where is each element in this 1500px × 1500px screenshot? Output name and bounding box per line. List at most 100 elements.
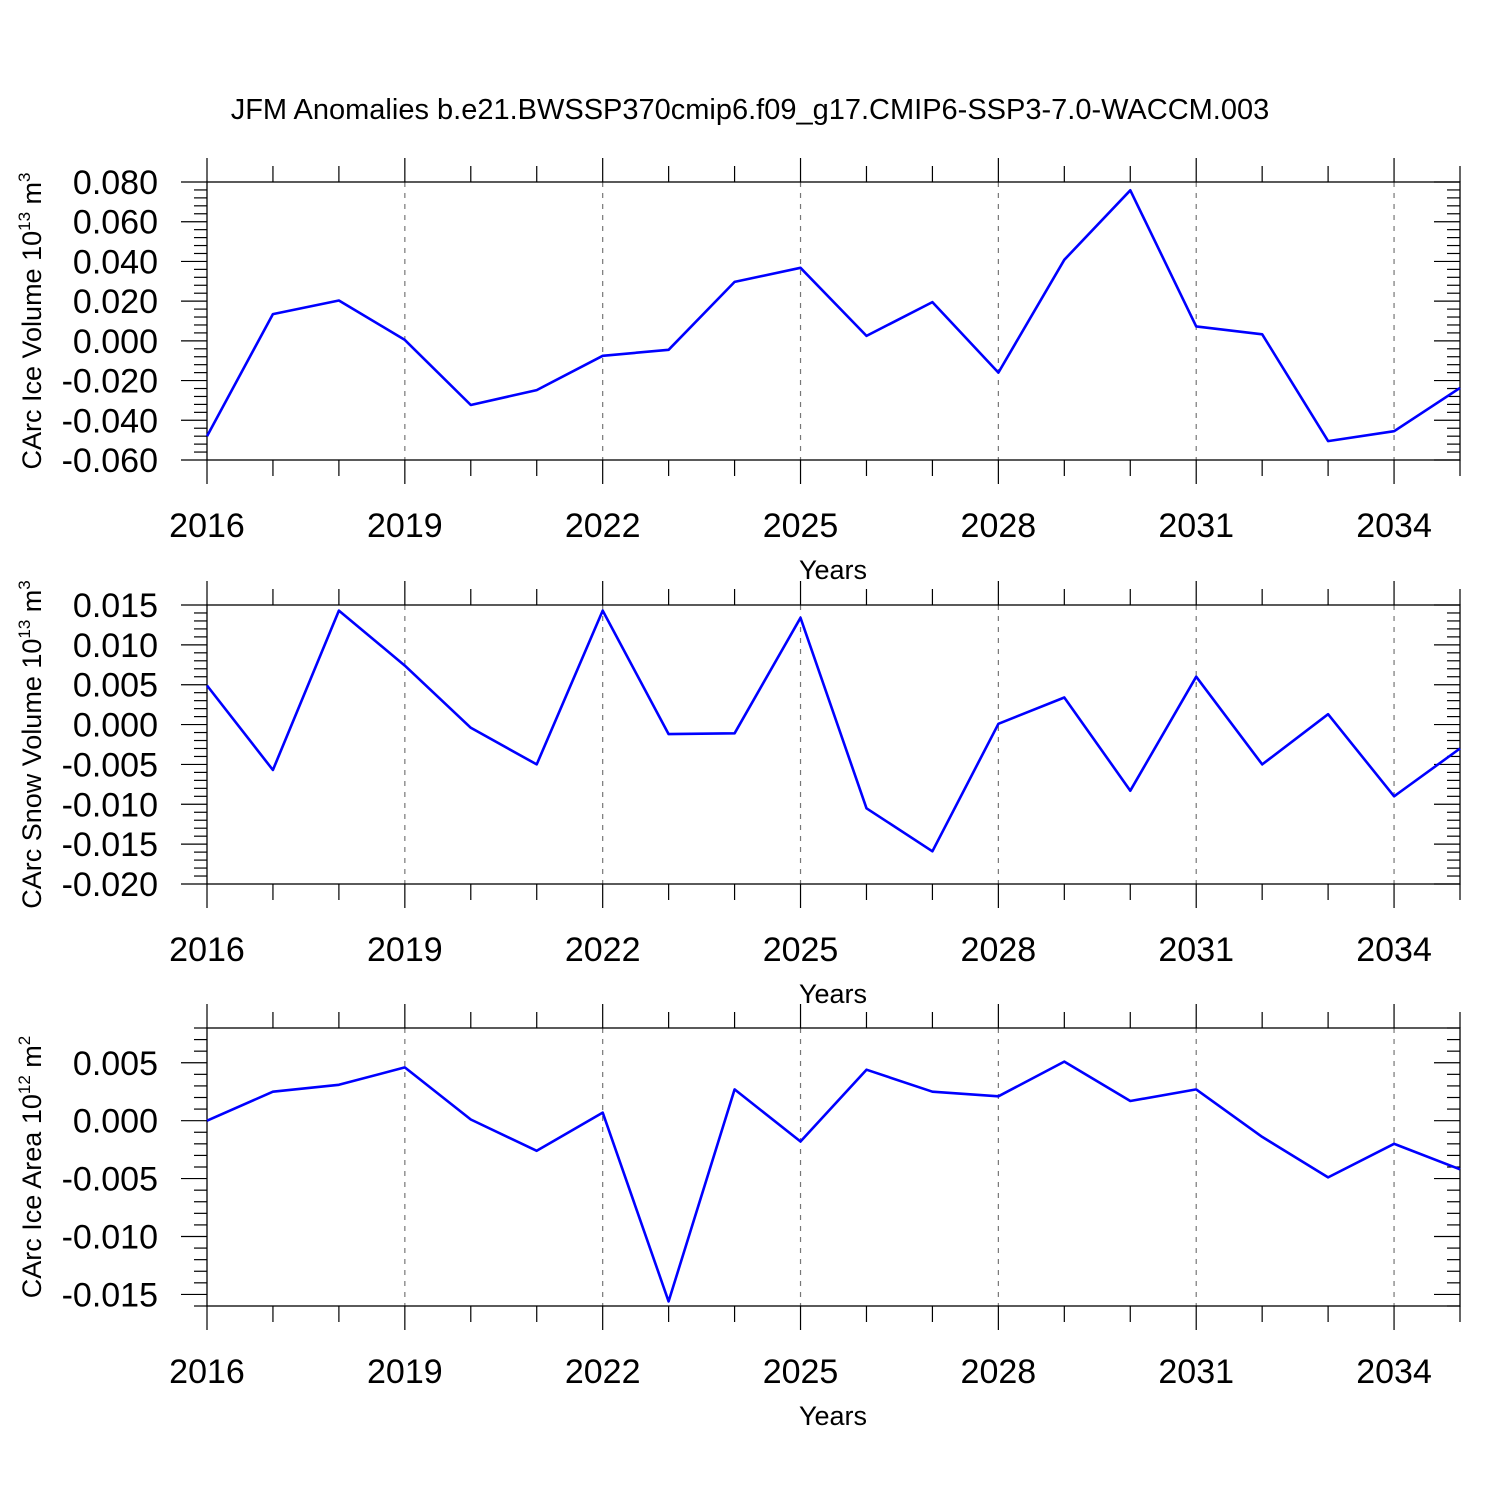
data-point [1259, 761, 1265, 767]
series-line [205, 609, 1461, 853]
figure-title: JFM Anomalies b.e21.BWSSP370cmip6.f09_g1… [231, 94, 1270, 126]
x-tick-label: 2016 [169, 507, 245, 545]
y-tick-label: 0.015 [73, 587, 158, 625]
data-point [1457, 745, 1463, 751]
x-tick-label: 2028 [961, 931, 1037, 969]
series-line [205, 189, 1461, 443]
y-axis-label: CArc Ice Area 1012 m2 [15, 1036, 47, 1299]
panel-1: 2016 2019 2022 2025 2028 2031 2034Years-0.060-… [15, 158, 1461, 585]
y-tick-label: -0.020 [62, 866, 158, 904]
data-point [666, 347, 672, 353]
y-tick-label: -0.060 [62, 442, 158, 480]
data-point [995, 1093, 1001, 1099]
data-point [666, 731, 672, 737]
x-tick-label: 2034 [1356, 507, 1432, 545]
data-point [732, 279, 738, 285]
panel-3: 2016 2019 2022 2025 2028 2031 2034 Years -0.015 -… [15, 1004, 1463, 1431]
data-point [929, 1089, 935, 1095]
data-point [1391, 793, 1397, 799]
y-tick-label: 0.005 [73, 1045, 158, 1083]
data-point [1325, 1174, 1331, 1180]
data-point [336, 1082, 342, 1088]
data-point [798, 615, 804, 621]
y-tick-label: -0.005 [62, 1161, 158, 1199]
data-point [666, 1298, 672, 1304]
y-tick-label: -0.020 [62, 363, 158, 401]
data-point [863, 1067, 869, 1073]
x-tick-label: 2025 [763, 507, 839, 545]
data-point [1259, 331, 1265, 337]
x-tick-label: 2019 [367, 1353, 443, 1391]
x-tick-label: 2022 [565, 507, 641, 545]
data-point [1127, 1098, 1133, 1104]
data-point [1391, 1141, 1397, 1147]
data-point [534, 387, 540, 393]
data-point [1391, 428, 1397, 434]
y-axis-label: CArc Snow Volume 1013 m3 [15, 580, 47, 909]
x-tick-label: 2034 [1356, 1353, 1432, 1391]
x-tick-label: 2028 [961, 1353, 1037, 1391]
data-point [468, 725, 474, 731]
x-axis-label: Years [799, 1401, 867, 1431]
x-tick-label: 2016 [169, 1353, 245, 1391]
data-point [270, 311, 276, 317]
data-point [1061, 694, 1067, 700]
series-line [206, 1060, 1461, 1303]
data-point [534, 1148, 540, 1154]
data-point [798, 1139, 804, 1145]
x-tick-label: 2034 [1356, 931, 1432, 969]
data-point [863, 805, 869, 811]
data-point [600, 608, 606, 614]
data-point [402, 663, 408, 669]
y-tick-label: 0.010 [73, 627, 158, 665]
data-point [929, 848, 935, 854]
y-axis-label: CArc Ice Volume 1013 m3 [15, 172, 47, 469]
x-axis-label: Years [799, 979, 867, 1009]
data-point [270, 1089, 276, 1095]
y-tick-label: 0.005 [73, 667, 158, 705]
data-point [402, 1064, 408, 1070]
y-tick-label: 0.020 [73, 283, 158, 321]
data-point [863, 333, 869, 339]
x-axis-label: Years [799, 555, 867, 585]
data-point [468, 1117, 474, 1123]
y-tick-label: 0.000 [73, 1103, 158, 1141]
data-point [732, 730, 738, 736]
data-point [600, 353, 606, 359]
data-point [798, 265, 804, 271]
data-point [1259, 1134, 1265, 1140]
y-tick-label: -0.040 [62, 402, 158, 440]
y-tick-label: 0.080 [73, 164, 158, 202]
x-tick-label: 2031 [1158, 507, 1234, 545]
data-point [1061, 1059, 1067, 1065]
x-tick-label: 2019 [367, 507, 443, 545]
data-point [1193, 1086, 1199, 1092]
x-tick-label: 2031 [1158, 1353, 1234, 1391]
panel-2: 2016 2019 2022 2025 2028 2031 2034Years-0.020-… [15, 580, 1463, 1009]
data-point [732, 1086, 738, 1092]
y-tick-label: -0.005 [62, 746, 158, 784]
data-point [1193, 323, 1199, 329]
data-point [270, 767, 276, 773]
x-tick-label: 2016 [169, 931, 245, 969]
x-tick-label: 2025 [763, 931, 839, 969]
y-tick-label: 0.040 [73, 243, 158, 281]
data-point [995, 370, 1001, 376]
data-point [600, 1110, 606, 1116]
y-tick-label: -0.015 [62, 1276, 158, 1314]
y-tick-label: 0.000 [73, 323, 158, 361]
y-tick-label: -0.010 [62, 1219, 158, 1257]
y-tick-label: -0.015 [62, 826, 158, 864]
data-point [402, 337, 408, 343]
panels: 2016 2019 2022 2025 2028 2031 2034Years-0.060-… [15, 158, 1463, 1431]
y-tick-label: 0.000 [73, 707, 158, 745]
data-point [1061, 257, 1067, 263]
x-tick-label: 2031 [1158, 931, 1234, 969]
y-tick-label: -0.010 [62, 786, 158, 824]
data-point [1457, 1166, 1463, 1172]
data-point [204, 1118, 210, 1124]
x-tick-label: 2022 [565, 931, 641, 969]
data-point [929, 299, 935, 305]
plot-frame [206, 181, 1461, 461]
